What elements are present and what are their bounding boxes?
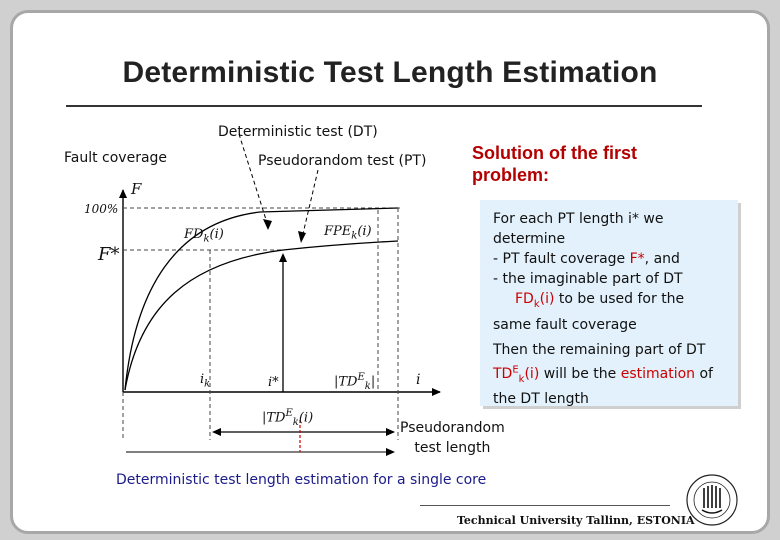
fault-coverage-label: Fault coverage bbox=[64, 150, 168, 166]
solution-line-1: Solution of the first bbox=[472, 143, 637, 163]
td-length-label: |TDEk(i) bbox=[262, 408, 314, 428]
deterministic-test-label: Deterministic test (DT) bbox=[218, 124, 378, 140]
fpe-curve-label: FPEk(i) bbox=[324, 224, 372, 242]
conclusion-line-2: TDEk(i) will be the estimation of bbox=[493, 364, 713, 385]
pseudorandom-test-label: Pseudorandom test (PT) bbox=[258, 153, 427, 169]
dt-pointer-line bbox=[238, 133, 269, 227]
figure-caption: Deterministic test length estimation for… bbox=[116, 472, 487, 488]
footer-text: Technical University Tallinn, ESTONIA bbox=[457, 514, 695, 527]
pt-pointer-line bbox=[301, 169, 319, 239]
university-logo bbox=[686, 474, 738, 526]
i-star-label: i* bbox=[268, 375, 279, 390]
title-underline bbox=[66, 105, 702, 107]
explanation-fd-line: FDk(i) to be used for the bbox=[515, 291, 685, 310]
ik-label: ik bbox=[200, 372, 211, 390]
footer-rule bbox=[420, 505, 670, 506]
tick-100-label: 100% bbox=[84, 202, 119, 216]
td-abs-label: |TDEk| bbox=[334, 372, 376, 392]
conclusion-line-3: the DT length bbox=[493, 391, 589, 408]
explanation-box bbox=[480, 200, 738, 406]
deterministic-curve bbox=[124, 207, 399, 391]
axis-f-label: F bbox=[131, 180, 142, 198]
pt-pointer-head bbox=[298, 231, 306, 243]
pseudorandom-curve bbox=[124, 240, 399, 391]
explanation-bullet-1: - PT fault coverage F*, and bbox=[493, 251, 680, 267]
explanation-bullet-2: - the imaginable part of DT bbox=[493, 271, 683, 287]
explanation-conclusion: Then the remaining part of DT TDEk(i) wi… bbox=[493, 340, 713, 409]
pseudorandom-length-label: Pseudorandom test length bbox=[400, 420, 505, 456]
axis-i-label: i bbox=[416, 372, 421, 388]
explanation-text: For each PT length i* we determine - PT … bbox=[493, 209, 684, 335]
solution-heading: Solution of the first problem: bbox=[472, 142, 637, 186]
explanation-line-same: same fault coverage bbox=[493, 316, 637, 333]
dt-pointer-head bbox=[263, 219, 272, 230]
fd-curve-label: FDk(i) bbox=[184, 227, 224, 245]
solution-line-2: problem: bbox=[472, 165, 550, 185]
conclusion-line-1: Then the remaining part of DT bbox=[493, 342, 706, 358]
explanation-line-1: For each PT length i* we bbox=[493, 211, 664, 227]
slide-title: Deterministic Test Length Estimation bbox=[122, 56, 658, 89]
f-star-label: F* bbox=[98, 244, 120, 265]
explanation-line-2: determine bbox=[493, 231, 566, 247]
